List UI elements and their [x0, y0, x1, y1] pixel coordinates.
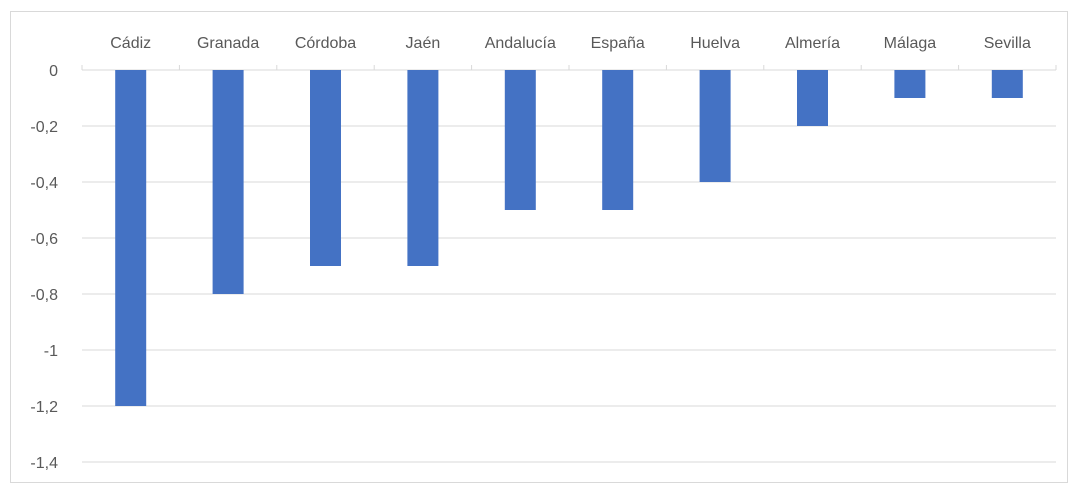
gridlines — [82, 125, 1056, 463]
bar — [310, 70, 341, 266]
bar — [115, 70, 147, 406]
chart-frame — [10, 11, 1068, 483]
bar — [991, 70, 1023, 98]
category-label: Huelva — [690, 35, 740, 52]
y-tick-label: -0,8 — [30, 287, 58, 304]
bar — [602, 70, 634, 210]
category-label: Jaén — [406, 35, 441, 52]
category-label: Andalucía — [485, 35, 556, 52]
category-label: Córdoba — [295, 35, 356, 52]
y-tick-label: -1,4 — [30, 455, 58, 472]
bar — [504, 70, 536, 210]
category-label: Málaga — [884, 35, 937, 52]
category-axis — [81, 65, 1057, 71]
category-label: Sevilla — [984, 35, 1031, 52]
y-tick-label: 0 — [49, 63, 58, 80]
labels: 0 -0,2 -0,4 -0,6 -0,8 -1 -1,2 -1,4 Cádiz Granada C… — [30, 35, 1031, 472]
bar — [212, 70, 244, 294]
y-tick-label: -0,2 — [30, 119, 58, 136]
bars — [115, 70, 1023, 406]
y-tick-label: -0,6 — [30, 231, 58, 248]
bar — [797, 70, 828, 126]
category-label: Cádiz — [110, 35, 151, 52]
bar — [699, 70, 731, 182]
category-label: Almería — [785, 35, 840, 52]
bar — [407, 70, 439, 266]
y-tick-label: -0,4 — [30, 175, 58, 192]
y-tick-label: -1 — [44, 343, 58, 360]
bar — [894, 70, 926, 98]
category-label: Granada — [197, 35, 259, 52]
y-tick-label: -1,2 — [30, 399, 58, 416]
category-label: España — [591, 35, 645, 52]
